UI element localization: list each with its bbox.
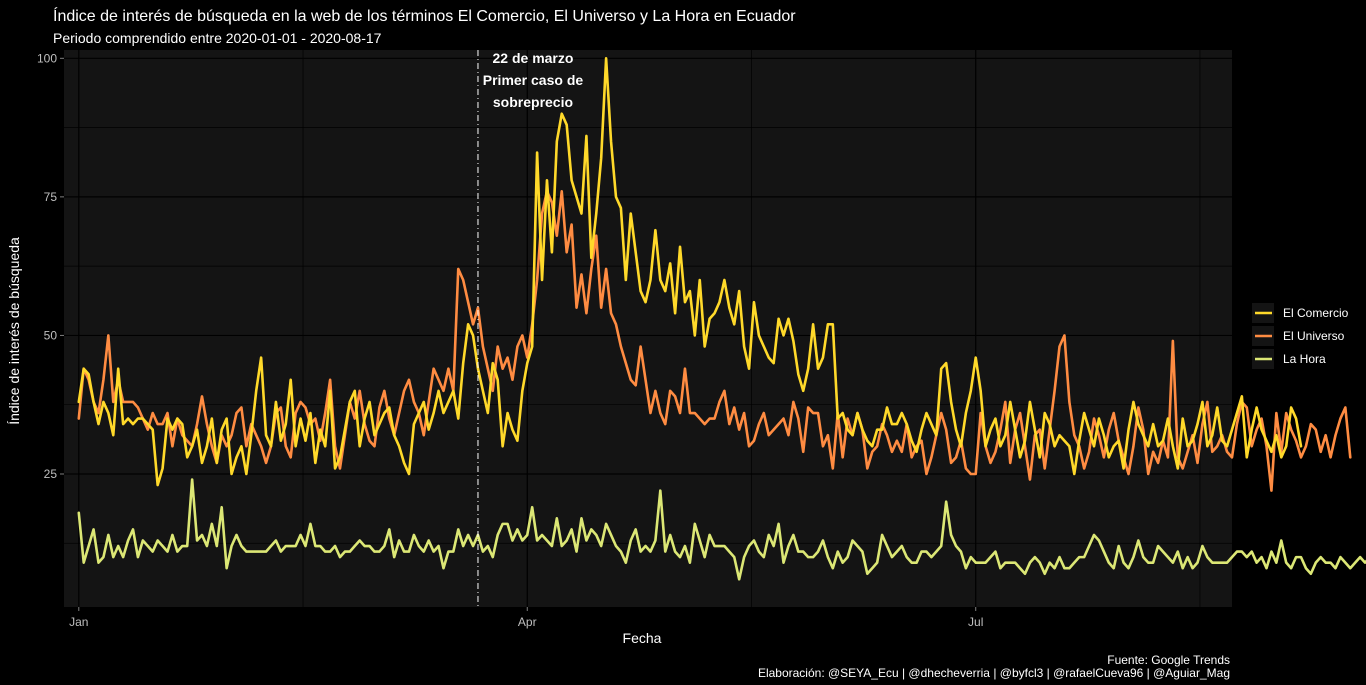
series-line-el-universo <box>77 190 1352 492</box>
annotation-label: sobreprecio <box>493 94 573 110</box>
y-tick-label: 50 <box>44 328 58 342</box>
annotation: 22 de marzo Primer caso de sobreprecio <box>477 50 584 607</box>
caption-source: Fuente: Google Trends <box>1107 653 1230 667</box>
x-tick-label: Jul <box>968 615 983 629</box>
legend-label: La Hora <box>1283 352 1326 366</box>
plot-panel <box>64 50 1232 607</box>
y-tick-label: 25 <box>44 467 58 481</box>
annotation-label: 22 de marzo <box>493 50 574 66</box>
chart-title: Índice de interés de búsqueda en la web … <box>53 6 796 25</box>
series-line-la-hora <box>77 478 1366 581</box>
y-tick-label: 100 <box>37 51 57 65</box>
legend: El Comercio El Universo La Hora <box>1246 296 1352 372</box>
series-lines <box>77 57 1366 581</box>
grid-lines <box>64 50 1232 607</box>
x-axis-title: Fecha <box>623 630 662 646</box>
chart-subtitle: Periodo comprendido entre 2020-01-01 - 2… <box>53 30 382 46</box>
series-line-el-comercio <box>77 57 1303 487</box>
y-tick-label: 75 <box>44 190 58 204</box>
x-tick-label: Apr <box>518 615 537 629</box>
annotation-label: Primer caso de <box>483 72 584 88</box>
x-tick-label: Jan <box>69 615 88 629</box>
legend-label: El Universo <box>1283 329 1345 343</box>
axes: 25 50 75 100 Jan Apr Jul <box>37 51 983 629</box>
y-axis-title: Índice de interés de búsqueda <box>6 237 22 425</box>
legend-label: El Comercio <box>1283 306 1349 320</box>
caption-credits: Elaboración: @SEYA_Ecu | @dhecheverria |… <box>758 666 1230 680</box>
